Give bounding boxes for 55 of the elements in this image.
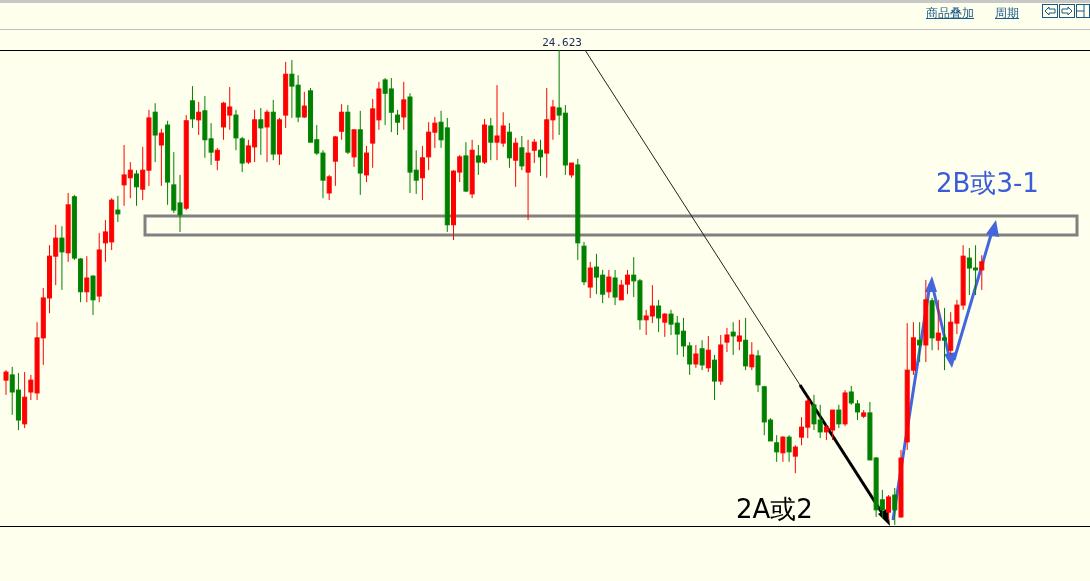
candlestick bbox=[264, 109, 270, 163]
candlestick bbox=[214, 147, 220, 171]
candlestick bbox=[59, 225, 65, 291]
candlestick bbox=[730, 321, 736, 356]
candlestick bbox=[917, 321, 923, 363]
candlestick bbox=[662, 312, 668, 338]
candlestick bbox=[693, 344, 699, 369]
candlestick bbox=[979, 254, 985, 291]
candlestick bbox=[531, 138, 537, 164]
candlestick bbox=[401, 81, 407, 131]
candlestick bbox=[780, 435, 786, 463]
candlestick bbox=[519, 135, 525, 171]
candlestick bbox=[774, 434, 780, 463]
candlestick bbox=[326, 174, 332, 201]
candlestick bbox=[189, 85, 195, 129]
candlestick bbox=[84, 255, 90, 303]
candlestick bbox=[538, 139, 544, 177]
candlestick bbox=[749, 341, 755, 371]
candlestick bbox=[612, 269, 618, 306]
candlestick bbox=[724, 327, 730, 353]
candlestick bbox=[836, 404, 842, 429]
candlestick bbox=[363, 145, 369, 183]
candlestick bbox=[525, 139, 531, 221]
candlestick bbox=[736, 319, 742, 351]
candlestick bbox=[158, 128, 164, 187]
candlestick bbox=[513, 137, 519, 188]
candlestick bbox=[488, 117, 494, 161]
candlestick bbox=[935, 299, 941, 351]
candlestick bbox=[606, 269, 612, 299]
annotation: 2B或3-1 bbox=[936, 167, 1040, 200]
annotation: 24.623 bbox=[541, 36, 582, 49]
candlestick bbox=[941, 307, 947, 371]
annotation: 2A或2 bbox=[736, 493, 814, 526]
candlestick bbox=[395, 109, 401, 136]
text: 商品叠加 bbox=[926, 5, 975, 22]
candlestick bbox=[475, 144, 481, 176]
candlestick bbox=[339, 103, 345, 141]
candlestick bbox=[892, 487, 898, 525]
candlestick bbox=[152, 102, 158, 163]
candlestick bbox=[258, 107, 264, 156]
candlestick bbox=[886, 494, 892, 521]
candlestick bbox=[587, 261, 593, 299]
candlestick bbox=[196, 101, 202, 136]
candlestick bbox=[699, 339, 705, 371]
candlestick bbox=[656, 299, 662, 333]
candlestick bbox=[792, 444, 798, 474]
candlestick bbox=[3, 369, 9, 396]
candlestick bbox=[134, 169, 140, 207]
candlestick bbox=[90, 274, 96, 316]
candlestick bbox=[115, 195, 121, 223]
candlestick bbox=[301, 91, 307, 119]
candlestick bbox=[705, 335, 711, 373]
candlestick bbox=[786, 434, 792, 463]
text: 周期 bbox=[995, 5, 1020, 22]
candlestick bbox=[712, 354, 718, 401]
